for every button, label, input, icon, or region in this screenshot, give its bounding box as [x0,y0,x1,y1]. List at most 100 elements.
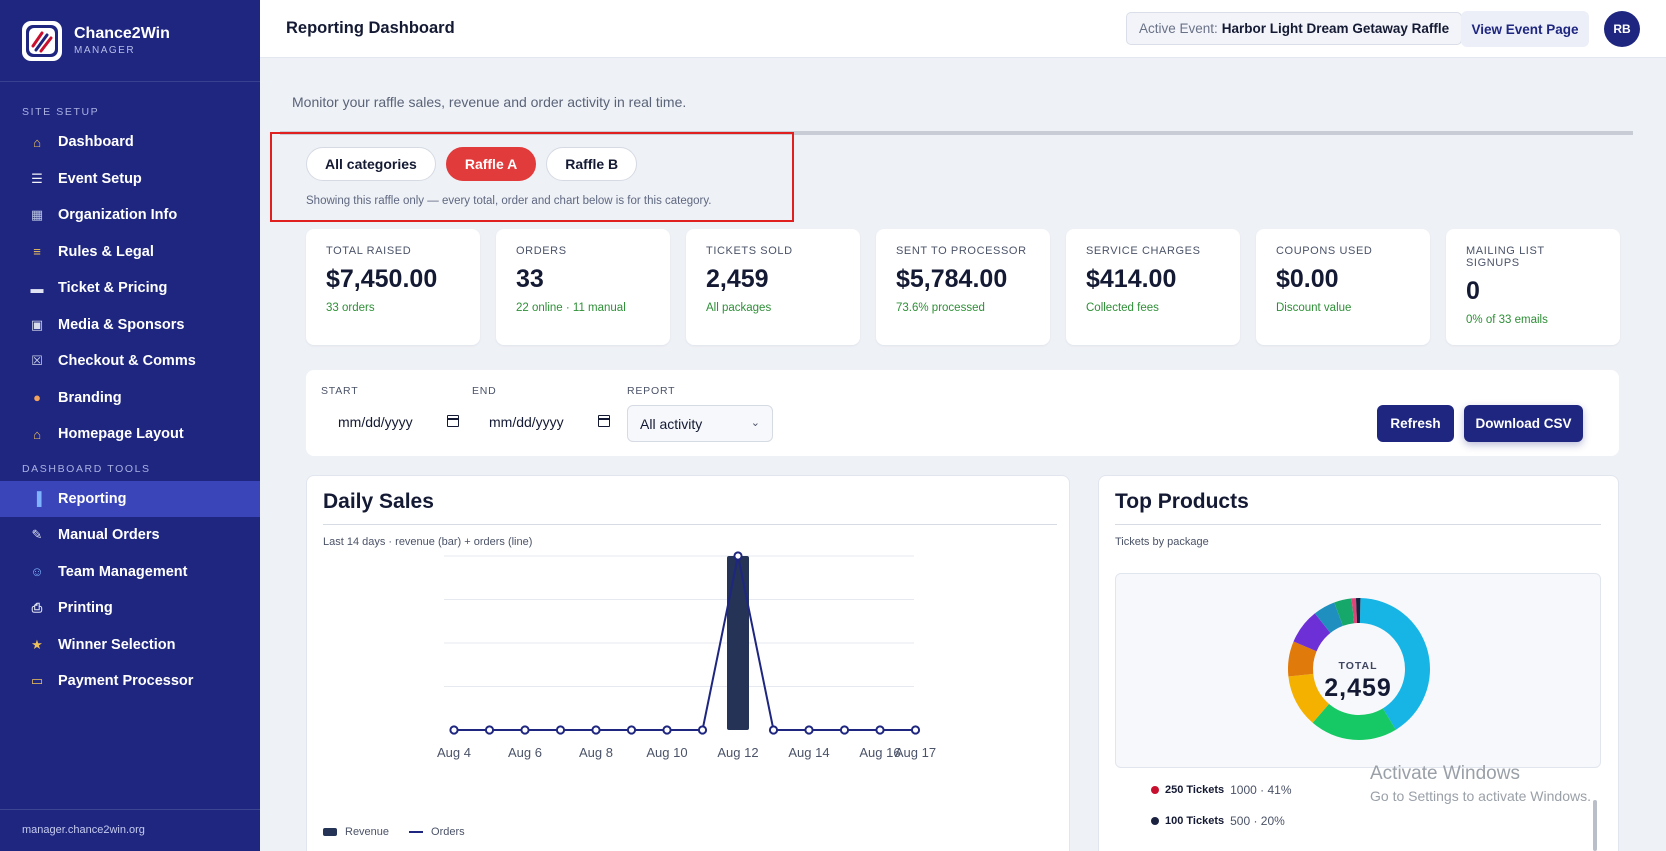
sidebar-item-team-management[interactable]: ☺ Team Management [0,554,260,591]
stat-sub: Collected fees [1086,302,1159,314]
ticket-icon: ▬ [30,280,44,296]
divider [280,131,1633,135]
sidebar-item-dashboard[interactable]: ⌂ Dashboard [0,124,260,161]
orders-point[interactable] [697,725,708,735]
cart-icon: ☒ [31,353,43,369]
trophy-icon: ★ [31,636,43,652]
donut-slice[interactable] [1288,673,1329,723]
orders-point[interactable] [555,725,566,735]
filter-raffle-b[interactable]: Raffle B [546,147,638,181]
orders-point[interactable] [839,725,850,735]
sidebar-item-homepage-layout[interactable]: ⌂ Homepage Layout [0,416,260,453]
top-products-title: Top Products [1115,490,1249,513]
divider [1115,524,1601,525]
stat-sub: Discount value [1276,302,1352,314]
scrollbar-thumb[interactable] [1593,800,1597,851]
user-icon: ☺ [30,564,44,580]
sidebar-item-printing[interactable]: ⎙ Printing [0,590,260,627]
download-csv-button[interactable]: Download CSV [1464,405,1583,442]
donut-container: TOTAL 2,459 [1115,573,1601,768]
user-avatar[interactable]: RB [1604,11,1640,47]
filter-all-categories[interactable]: All categories [306,147,436,181]
orders-point[interactable] [768,725,779,735]
view-event-page-button[interactable]: View Event Page [1461,11,1589,47]
sidebar-item-payment-processor[interactable]: ▭ Payment Processor [0,663,260,700]
donut-slice[interactable] [1288,641,1317,677]
orders-point[interactable] [591,725,601,735]
legend-value: 500 · 20% [1230,814,1285,828]
top-products-subtitle: Tickets by package [1115,536,1209,548]
orders-point[interactable] [733,551,743,561]
orders-swatch [409,831,424,833]
sidebar-item-label: Rules & Legal [58,243,154,260]
sidebar-item-organization-info[interactable]: ▦ Organization Info [0,197,260,234]
start-date-input[interactable]: mm/dd/yyyy [321,403,461,441]
revenue-bar[interactable] [727,556,749,730]
sidebar-item-branding[interactable]: ● Branding [0,380,260,417]
end-date-input[interactable]: mm/dd/yyyy [472,403,612,441]
legend-name: 100 Tickets [1165,815,1225,827]
sidebar-item-rules-legal[interactable]: ≡ Rules & Legal [0,234,260,271]
sidebar-item-event-setup[interactable]: ☰ Event Setup [0,161,260,198]
sidebar-item-checkout-comms[interactable]: ☒ Checkout & Comms [0,343,260,380]
orders-point[interactable] [449,725,459,735]
filter-raffle-a[interactable]: Raffle A [445,147,537,181]
sidebar-item-reporting[interactable]: ▐ Reporting [0,480,260,517]
orders-line [454,555,916,731]
donut-chart [1288,598,1430,740]
sidebar-item-manual-orders[interactable]: ✎ Manual Orders [0,517,260,554]
legend-revenue[interactable]: Revenue [345,826,390,838]
credit-card-icon: ▭ [30,673,44,689]
sidebar-item-ticket-pricing[interactable]: ▬ Ticket & Pricing [0,270,260,307]
orders-point[interactable] [484,725,495,735]
legend-item[interactable]: 250 Tickets 1000 · 41% [1151,783,1292,797]
calendar-icon[interactable] [447,415,459,427]
report-select[interactable]: All activity ⌄ [627,405,773,442]
sidebar-item-label: Team Management [58,563,188,580]
orders-point[interactable] [520,725,530,735]
brand[interactable]: Chance2Win MANAGER [0,0,260,82]
sidebar-item-label: Event Setup [58,170,142,187]
legend-orders[interactable]: Orders [431,826,465,838]
palette-icon: ● [33,390,41,406]
sidebar-item-label: Dashboard [58,134,134,151]
donut-slice[interactable] [1293,613,1331,652]
sidebar-item-winner-selection[interactable]: ★ Winner Selection [0,627,260,664]
scroll-icon: ≡ [33,244,41,260]
x-tick-label: Aug 8 [579,745,613,760]
orders-point[interactable] [875,725,885,735]
sidebar-item-label: Media & Sponsors [58,316,185,333]
refresh-button[interactable]: Refresh [1377,405,1454,442]
report-label: REPORT [627,385,676,397]
top-products-panel: Top Products Tickets by package TOTAL 2,… [1098,475,1619,851]
start-date-placeholder: mm/dd/yyyy [338,414,413,430]
stat-card: SENT TO PROCESSOR $5,784.00 73.6% processe… [876,229,1050,345]
end-label: END [472,385,497,397]
stat-label: COUPONS USED [1276,245,1373,257]
x-tick-label: Aug 16 [859,745,900,760]
stat-card: MAILING LIST SIGNUPS 0 0% of 33 emails [1446,229,1620,345]
orders-point[interactable] [804,725,814,735]
stat-sub: 73.6% processed [896,302,985,314]
brand-subtitle: MANAGER [74,45,136,56]
orders-point[interactable] [626,725,637,735]
stat-value: $0.00 [1276,265,1339,293]
stat-card: ORDERS 33 22 online · 11 manual [496,229,670,345]
donut-slice[interactable] [1355,598,1361,624]
orders-point[interactable] [910,725,921,735]
sidebar-item-label: Checkout & Comms [58,353,196,370]
building-icon: ▦ [30,207,44,223]
donut-slice[interactable] [1312,703,1396,740]
donut-slice[interactable] [1334,598,1355,626]
calendar-icon[interactable] [598,415,610,427]
donut-slice[interactable] [1351,598,1358,624]
legend-item[interactable]: 100 Tickets 500 · 20% [1151,814,1285,828]
donut-slice[interactable] [1314,602,1343,633]
sidebar-item-label: Winner Selection [58,636,176,653]
page-subtitle: Monitor your raffle sales, revenue and o… [292,94,687,110]
daily-sales-panel: Daily Sales Last 14 days · revenue (bar)… [306,475,1070,851]
house-icon: ⌂ [33,134,41,150]
sidebar-item-media-sponsors[interactable]: ▣ Media & Sponsors [0,307,260,344]
donut-slice[interactable] [1359,598,1430,730]
orders-point[interactable] [662,725,672,735]
